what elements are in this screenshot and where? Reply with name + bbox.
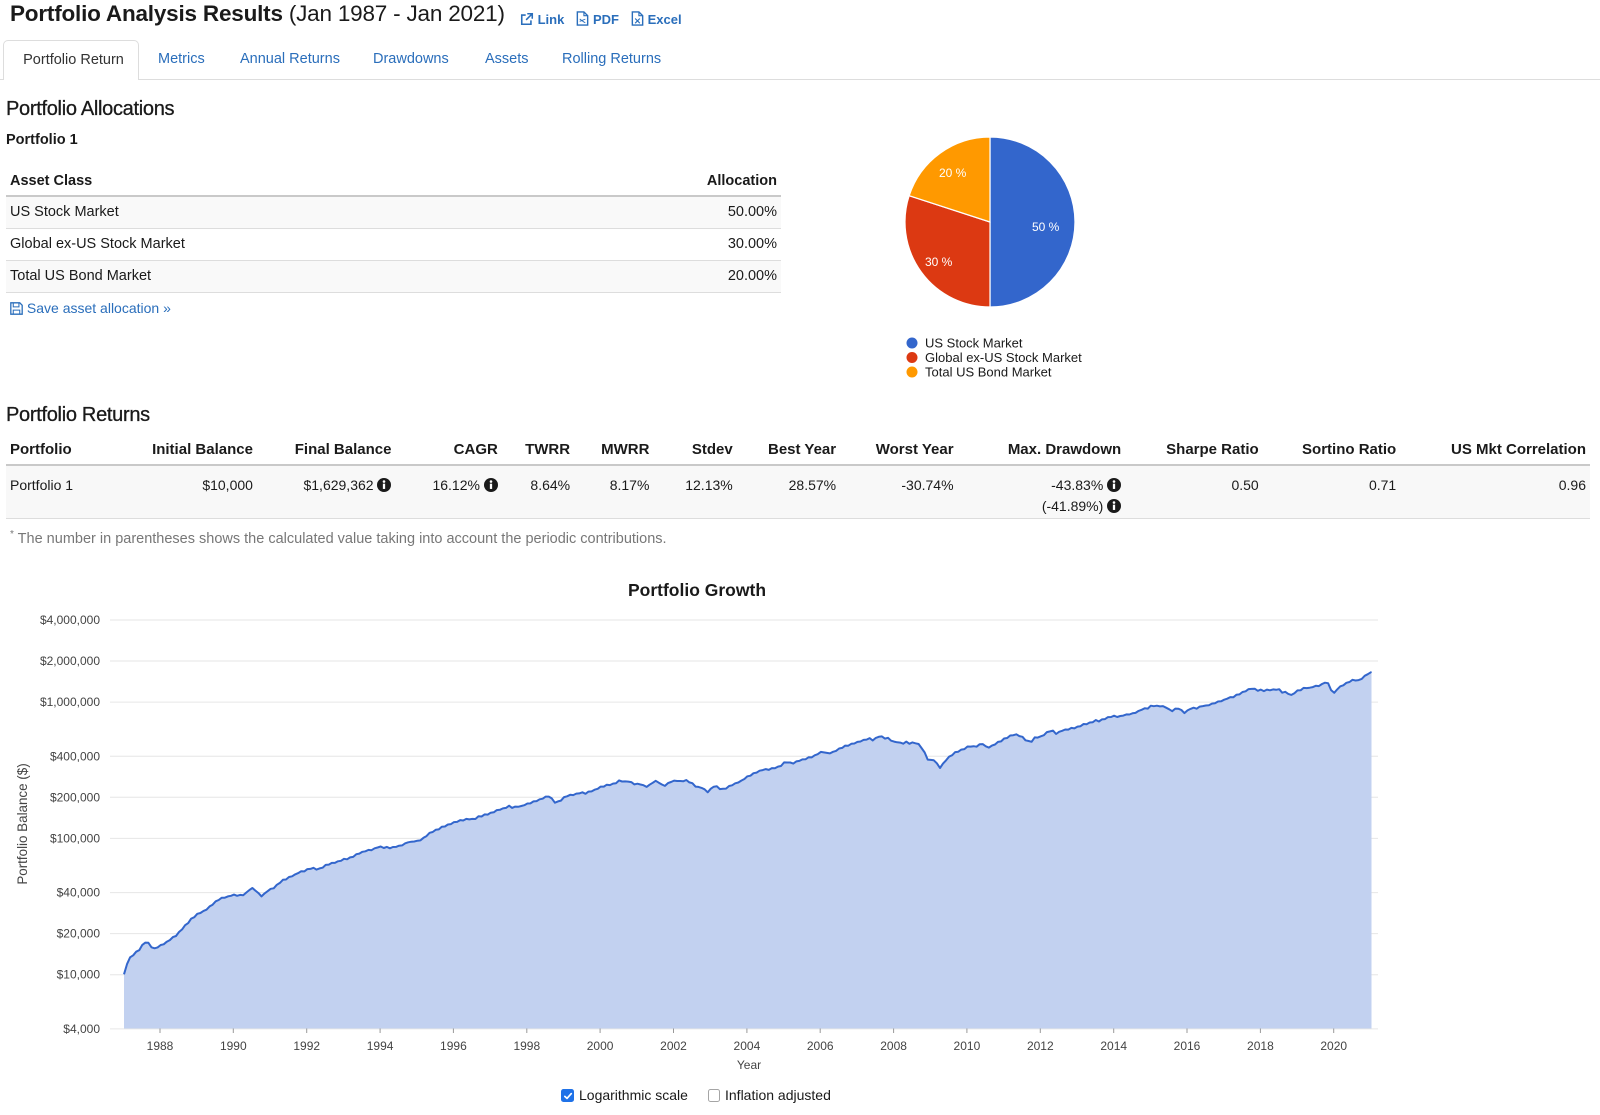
svg-text:2018: 2018 — [1247, 1039, 1274, 1053]
svg-text:Portfolio Growth: Portfolio Growth — [628, 580, 766, 600]
svg-text:2016: 2016 — [1174, 1039, 1201, 1053]
svg-text:2000: 2000 — [587, 1039, 614, 1053]
svg-text:2002: 2002 — [660, 1039, 687, 1053]
svg-text:$4,000: $4,000 — [63, 1022, 100, 1036]
svg-text:2010: 2010 — [954, 1039, 981, 1053]
svg-text:2006: 2006 — [807, 1039, 834, 1053]
svg-text:Year: Year — [737, 1058, 761, 1072]
svg-text:1992: 1992 — [293, 1039, 320, 1053]
svg-text:$100,000: $100,000 — [50, 831, 100, 845]
svg-text:2020: 2020 — [1320, 1039, 1347, 1053]
svg-text:$4,000,000: $4,000,000 — [40, 613, 100, 627]
svg-text:$20,000: $20,000 — [57, 927, 101, 941]
svg-text:Total US Bond Market: Total US Bond Market — [925, 365, 1052, 380]
svg-text:$200,000: $200,000 — [50, 790, 100, 804]
svg-text:$10,000: $10,000 — [57, 968, 101, 982]
svg-text:1988: 1988 — [147, 1039, 174, 1053]
svg-text:1996: 1996 — [440, 1039, 467, 1053]
svg-text:30 %: 30 % — [925, 255, 953, 269]
svg-text:20 %: 20 % — [939, 166, 967, 180]
svg-text:2004: 2004 — [734, 1039, 761, 1053]
svg-text:US Stock Market: US Stock Market — [925, 336, 1023, 351]
svg-text:2008: 2008 — [880, 1039, 907, 1053]
svg-text:50 %: 50 % — [1032, 220, 1060, 234]
svg-text:$1,000,000: $1,000,000 — [40, 695, 100, 709]
svg-text:1994: 1994 — [367, 1039, 394, 1053]
svg-text:$400,000: $400,000 — [50, 749, 100, 763]
svg-text:1990: 1990 — [220, 1039, 247, 1053]
svg-text:2012: 2012 — [1027, 1039, 1054, 1053]
svg-text:Global ex-US Stock Market: Global ex-US Stock Market — [925, 350, 1082, 365]
svg-text:$2,000,000: $2,000,000 — [40, 654, 100, 668]
svg-text:Portfolio Balance ($): Portfolio Balance ($) — [15, 763, 30, 884]
svg-text:1998: 1998 — [513, 1039, 540, 1053]
svg-text:$40,000: $40,000 — [57, 886, 101, 900]
svg-text:2014: 2014 — [1100, 1039, 1127, 1053]
